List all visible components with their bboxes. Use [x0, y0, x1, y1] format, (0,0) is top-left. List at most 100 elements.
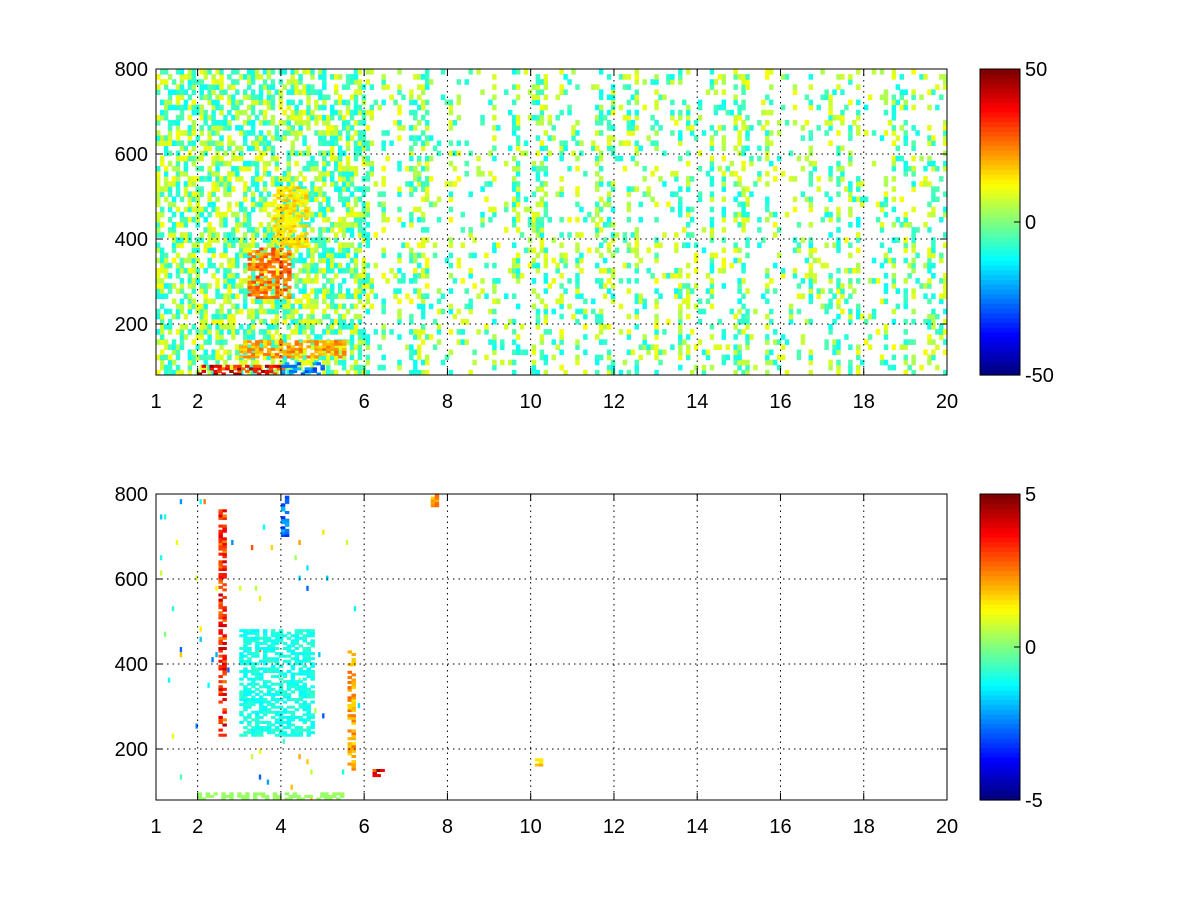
heatmap-hotspot-cell [298, 652, 304, 656]
heatmap-cell [678, 211, 683, 218]
heatmap-cell [452, 278, 458, 284]
heatmap-hotspot-cell [275, 252, 280, 256]
heatmap-cell [650, 114, 655, 121]
heatmap-cell [927, 324, 932, 330]
heatmap-cell [856, 349, 861, 356]
heatmap-hotspot-cell [296, 196, 301, 200]
heatmap-cell [322, 114, 327, 121]
heatmap-cell [187, 155, 193, 162]
heatmap-hotspot-cell [274, 347, 280, 351]
heatmap-cell [333, 140, 339, 146]
heatmap-cell [836, 369, 841, 375]
heatmap-cell [709, 135, 715, 141]
heatmap-cell [333, 262, 339, 269]
heatmap-cell [575, 278, 580, 284]
heatmap-cell [682, 99, 687, 106]
heatmap-cell [175, 69, 181, 75]
heatmap-cell [670, 206, 675, 213]
heatmap-cell [322, 196, 327, 203]
heatmap-cell [737, 104, 742, 111]
heatmap-cell [931, 349, 936, 356]
heatmap-cell [175, 262, 181, 269]
heatmap-cell [365, 293, 371, 299]
heatmap-hotspot-cell [237, 792, 242, 796]
heatmap-hotspot-cell [314, 350, 319, 354]
heatmap-cell [373, 232, 378, 238]
heatmap-cell [492, 114, 497, 121]
heatmap-cell [559, 364, 564, 371]
heatmap-cell [357, 318, 363, 325]
heatmap-cell [219, 303, 224, 310]
heatmap-cell [871, 160, 877, 167]
heatmap-cell [852, 120, 857, 126]
heatmap-cell [583, 171, 588, 177]
heatmap-cell [543, 329, 549, 335]
heatmap-cell [345, 227, 351, 233]
heatmap-cell [468, 191, 473, 197]
heatmap-cell [330, 114, 335, 121]
heatmap-cell [907, 262, 912, 269]
heatmap-hotspot-cell [237, 369, 242, 373]
heatmap-cell [915, 227, 920, 233]
heatmap-cell [642, 191, 647, 197]
heatmap-cell [239, 237, 244, 243]
heatmap-cell [239, 288, 244, 294]
heatmap-hotspot-cell [243, 687, 248, 691]
heatmap-cell [511, 329, 517, 335]
heatmap-cell [642, 339, 647, 345]
heatmap-cell [361, 201, 367, 208]
heatmap-cell [610, 267, 616, 274]
heatmap-cell [262, 237, 268, 243]
heatmap-hotspot-cell [251, 718, 256, 722]
heatmap-cell [159, 114, 165, 121]
heatmap-hotspot-cell [259, 273, 264, 277]
heatmap-cell [235, 257, 240, 264]
heatmap-cell [353, 267, 359, 274]
colorbar-swatch [980, 102, 1020, 108]
heatmap-hotspot-cell [332, 794, 337, 798]
heatmap-hotspot-cell [255, 252, 260, 256]
heatmap-cell [207, 140, 212, 146]
heatmap-cell [409, 155, 414, 162]
heatmap-hotspot-cell [266, 703, 272, 707]
heatmap-cell [159, 262, 165, 269]
heatmap-cell [579, 150, 584, 157]
heatmap-cell [943, 74, 947, 80]
heatmap-cell [345, 130, 351, 136]
heatmap-cell [504, 160, 509, 167]
heatmap-cell [424, 176, 430, 182]
heatmap-cell [500, 339, 505, 345]
heatmap-cell [199, 303, 204, 310]
heatmap-cell [322, 171, 327, 177]
heatmap-hotspot-cell [243, 731, 248, 735]
heatmap-cell [167, 206, 173, 213]
heatmap-cell [420, 369, 426, 375]
heatmap-cell [697, 318, 703, 325]
heatmap-cell [219, 140, 224, 146]
heatmap-cell [630, 94, 636, 101]
heatmap-hotspot-cell [275, 275, 280, 279]
heatmap-hotspot-cell [239, 647, 244, 651]
heatmap-cell [883, 344, 889, 350]
heatmap-hotspot-cell [283, 278, 288, 282]
heatmap-hotspot-cell [266, 636, 272, 640]
heatmap-cell [492, 211, 497, 218]
heatmap-cell [298, 318, 303, 325]
heatmap-cell [219, 293, 224, 299]
heatmap-cell [318, 652, 321, 658]
heatmap-cell [685, 293, 691, 299]
heatmap-cell [365, 242, 371, 248]
heatmap-cell [420, 140, 426, 146]
heatmap-cell [646, 191, 651, 197]
heatmap-cell [511, 293, 517, 299]
heatmap-cell [464, 140, 469, 146]
heatmap-cell [527, 247, 533, 254]
heatmap-cell [397, 160, 402, 167]
heatmap-hotspot-cell [284, 237, 289, 241]
heatmap-cell [432, 344, 438, 350]
heatmap-cell [175, 191, 181, 197]
heatmap-cell [670, 344, 675, 350]
heatmap-cell [575, 339, 580, 345]
colorbar-swatch [980, 135, 1020, 142]
heatmap-cell [290, 140, 295, 146]
